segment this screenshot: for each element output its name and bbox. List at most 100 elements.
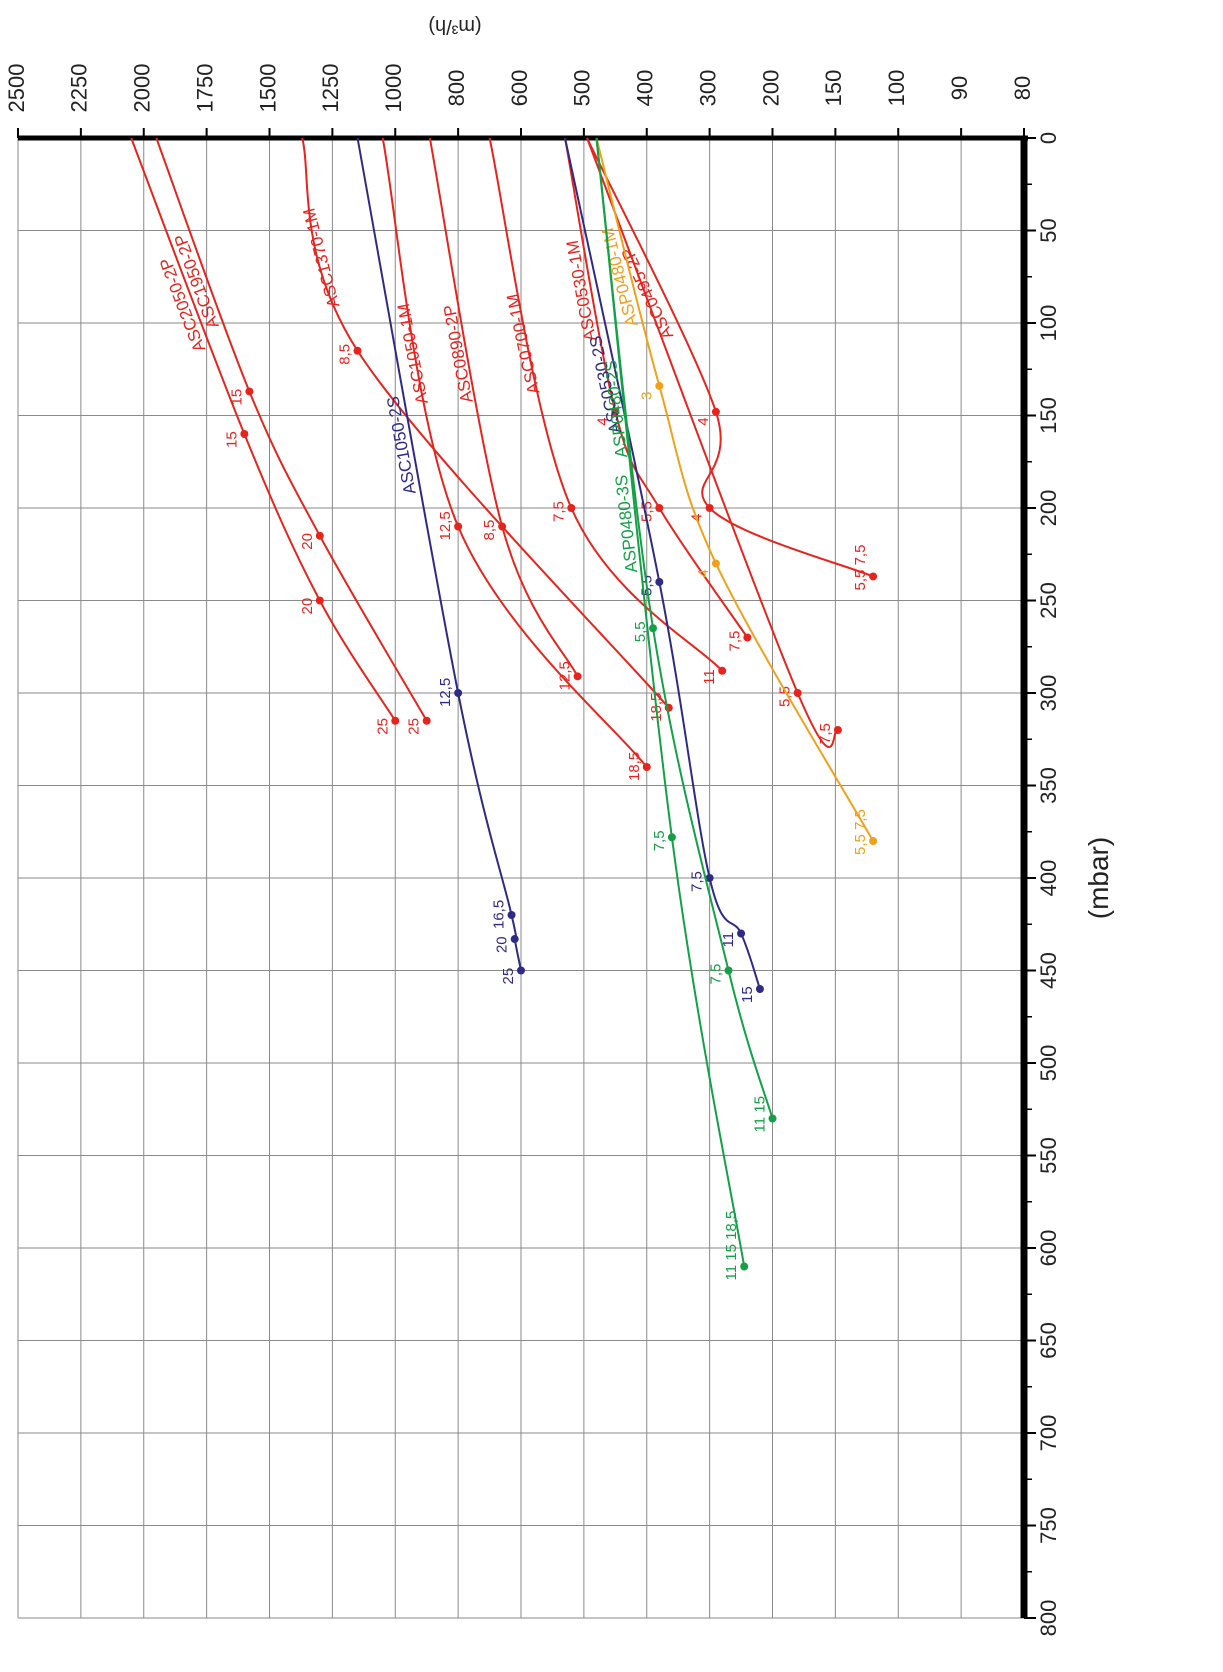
data-point (768, 1114, 777, 1123)
curve-name-label: ASC0700-1M (503, 292, 544, 396)
data-point (755, 985, 764, 993)
data-label: 25 (406, 718, 423, 735)
data-label: 11 (701, 669, 718, 685)
data-label: 7,5 (651, 830, 668, 851)
series-asc0495-2p-b: 5,5 7,5 (586, 137, 842, 749)
data-label: 5,5 7,5 (852, 809, 869, 855)
data-point (642, 763, 651, 771)
data-label: 12,5 (557, 661, 574, 690)
curve-asc0495-2p (586, 137, 874, 578)
data-label: 7,5 (550, 501, 567, 522)
x-tick-label: 450 (1036, 952, 1061, 989)
y-tick-label: 150 (821, 70, 846, 107)
x-tick-label: 350 (1036, 767, 1061, 804)
curve-name-label: ASC1370-1M (299, 206, 343, 310)
curve-asc1950-2p (155, 137, 428, 722)
y-tick-label: 1500 (255, 64, 280, 113)
x-tick-label: 200 (1036, 490, 1061, 527)
data-point (718, 666, 727, 675)
x-tick-label: 300 (1036, 675, 1061, 712)
y-tick-label: 90 (947, 76, 972, 100)
data-label: 7,5 (817, 723, 834, 744)
y-tick-label: 1750 (192, 64, 217, 113)
data-point (573, 672, 582, 681)
data-label: 8,5 (481, 520, 498, 541)
x-tick-label: 0 (1036, 132, 1061, 144)
data-point (498, 522, 507, 531)
x-tick-label: 800 (1036, 1600, 1061, 1637)
curve-asc1370-1m (301, 137, 670, 709)
data-label: 7,5 (726, 631, 743, 652)
data-label: 12,5 (437, 511, 454, 540)
curve-name-label: ASC0530-1M (563, 239, 600, 343)
data-point (454, 689, 463, 697)
data-label: 15 (223, 431, 240, 448)
x-tick-label: 550 (1036, 1137, 1061, 1174)
curve-asc0700-1m (488, 137, 723, 672)
y-tick-label: 2000 (130, 64, 155, 113)
data-point (869, 837, 878, 845)
curve-name-label: ASC0890-2P (440, 303, 477, 404)
data-point (705, 874, 714, 882)
x-tick-label: 100 (1036, 305, 1061, 342)
curve-asc0495-2p-b (586, 137, 839, 749)
x-tick-label: 650 (1036, 1322, 1061, 1359)
y-tick-label: 800 (444, 70, 469, 107)
data-label: 25 (374, 718, 391, 735)
data-point (245, 387, 254, 396)
data-label: 5,5 (638, 501, 655, 522)
data-point (649, 624, 658, 633)
data-label: 12,5 (437, 678, 454, 707)
data-point (655, 381, 664, 390)
data-point (422, 716, 431, 725)
y-tick-label: 1250 (318, 64, 343, 113)
data-point (510, 935, 519, 944)
data-point (869, 572, 878, 581)
data-label: 20 (494, 936, 511, 953)
data-point (724, 966, 733, 975)
data-label: 18,5 (626, 752, 643, 781)
y-tick-label: 200 (758, 70, 783, 107)
data-label: 5,5 7,5 (852, 545, 869, 591)
data-label: 4 (695, 569, 712, 577)
data-point (454, 522, 463, 531)
data-point (737, 929, 746, 938)
data-point (705, 504, 714, 512)
data-point (740, 1262, 749, 1271)
data-point (353, 346, 362, 355)
curve-asp0480-3s (595, 137, 746, 1267)
data-point (655, 504, 664, 512)
y-tick-label: 300 (695, 70, 720, 107)
data-label: 25 (500, 968, 517, 985)
x-tick-label: 500 (1036, 1045, 1061, 1082)
data-label: 4 (695, 417, 712, 425)
data-label: 11 (720, 932, 737, 948)
data-label: 4 (594, 417, 611, 425)
data-label: 7,5 (707, 964, 724, 985)
data-label: 20 (299, 533, 316, 550)
x-tick-label: 700 (1036, 1415, 1061, 1452)
data-point (833, 726, 842, 734)
x-tick-label: 250 (1036, 582, 1061, 619)
data-label: 7,5 (689, 871, 706, 892)
data-point (240, 430, 249, 438)
series-layer: 152025ASC2050-2P152025ASC1950-2P8,518,5A… (130, 137, 878, 1281)
data-label: 16,5 (491, 900, 508, 929)
x-tick-label: 750 (1036, 1507, 1061, 1544)
x-tick-label: 150 (1036, 397, 1061, 434)
curve-asc2050-2p (130, 137, 397, 722)
curve-name-label: ASC1050-1M (394, 302, 432, 406)
data-point (611, 407, 620, 416)
data-label: 11 15 18,5 (723, 1211, 740, 1281)
data-point (391, 716, 400, 725)
y-tick-label: 80 (1010, 76, 1035, 100)
curve-asp0480-1m (595, 137, 874, 842)
curve-name-label: ASP0480-2S (601, 359, 631, 459)
data-label: 15 (739, 986, 756, 1003)
data-point (793, 689, 802, 697)
x-axis-title: (mbar) (1083, 837, 1114, 919)
curve-asc0530-2s (564, 137, 761, 990)
data-label: 20 (299, 598, 316, 615)
